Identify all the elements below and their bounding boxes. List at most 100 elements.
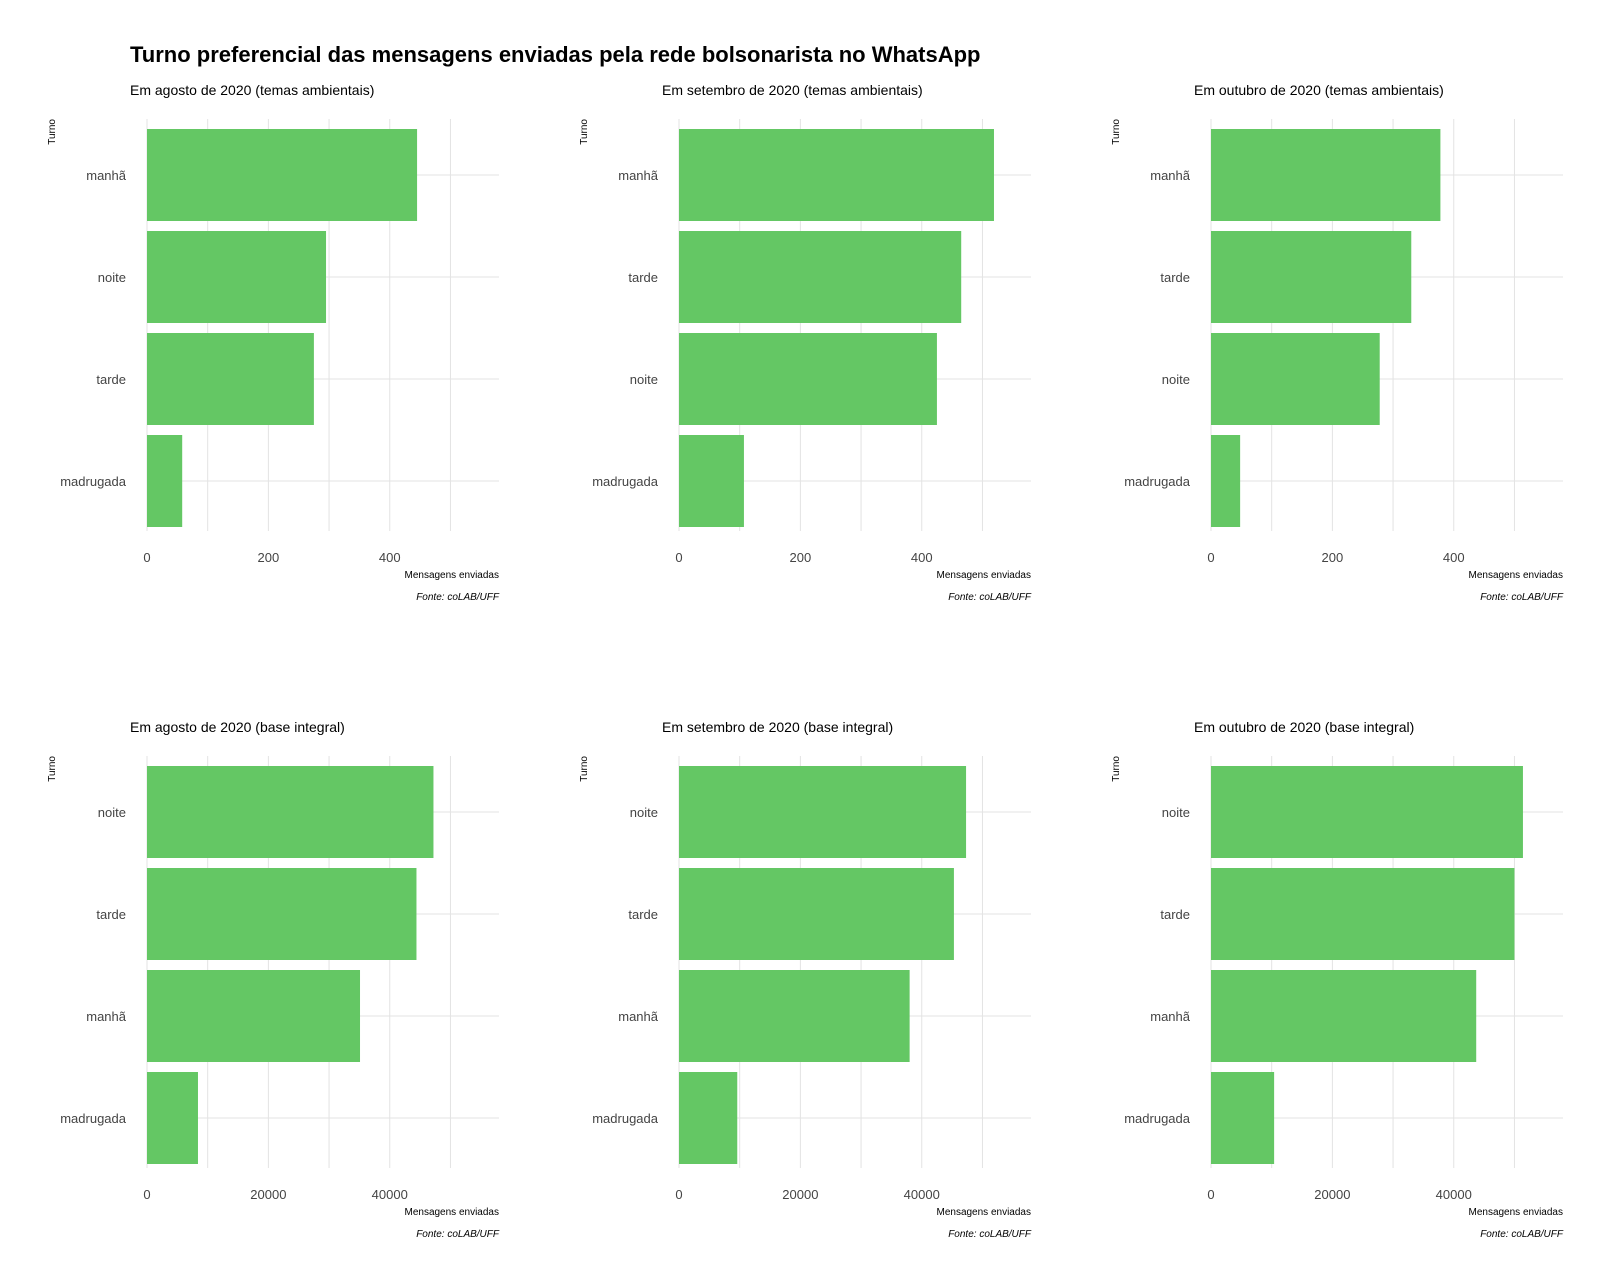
chart-panel-4: Em agosto de 2020 (base integral) noite ta…: [0, 712, 520, 1272]
y-tick-label: madrugada: [592, 1111, 659, 1126]
x-axis-title: Mensagens enviadas: [1468, 1207, 1563, 1218]
source-caption: Fonte: coLAB/UFF: [948, 1229, 1032, 1240]
y-tick-label: manhã: [618, 1009, 659, 1024]
y-tick-label: manhã: [86, 168, 127, 183]
x-tick-label: 20000: [250, 1187, 286, 1202]
bar: [1211, 435, 1241, 527]
chart-svg: Em agosto de 2020 (base integral) noite ta…: [47, 719, 500, 1240]
bar: [679, 868, 954, 960]
x-axis-title: Mensagens enviadas: [1468, 570, 1563, 581]
y-tick-label: noite: [98, 805, 126, 820]
y-axis-title: Turno: [47, 756, 58, 782]
bar: [147, 1072, 198, 1164]
bar: [679, 333, 937, 425]
bar: [147, 129, 418, 221]
y-axis-title: Turno: [1111, 119, 1122, 145]
bar: [679, 766, 967, 858]
y-tick-label: noite: [630, 805, 658, 820]
y-tick-label: tarde: [1160, 907, 1190, 922]
y-tick-label: manhã: [1150, 1009, 1191, 1024]
y-tick-label: madrugada: [60, 1111, 127, 1126]
y-tick-label: tarde: [96, 372, 126, 387]
bar: [679, 1072, 738, 1164]
bar: [1211, 333, 1380, 425]
y-axis-title: Turno: [47, 119, 58, 145]
y-tick-label: manhã: [618, 168, 659, 183]
bar: [679, 970, 910, 1062]
y-axis-title: Turno: [579, 756, 590, 782]
chart-panel-1: Em agosto de 2020 (temas ambientais) manh…: [0, 75, 520, 635]
y-tick-label: tarde: [1160, 270, 1190, 285]
chart-subtitle: Em outubro de 2020 (temas ambientais): [1194, 82, 1444, 98]
bar: [147, 766, 434, 858]
x-tick-label: 200: [258, 550, 280, 565]
chart-svg: Em agosto de 2020 (temas ambientais) manh…: [47, 82, 500, 603]
x-tick-label: 0: [143, 1187, 150, 1202]
chart-panel-5: Em setembro de 2020 (base integral) noite…: [532, 712, 1052, 1272]
x-tick-label: 20000: [782, 1187, 818, 1202]
x-axis-title: Mensagens enviadas: [936, 1207, 1031, 1218]
bar: [147, 868, 417, 960]
chart-panel-6: Em outubro de 2020 (base integral) noite t…: [1064, 712, 1584, 1272]
chart-subtitle: Em setembro de 2020 (base integral): [662, 719, 893, 735]
x-axis-title: Mensagens enviadas: [404, 570, 499, 581]
y-axis-title: Turno: [1111, 756, 1122, 782]
x-tick-label: 400: [1443, 550, 1465, 565]
bar: [1211, 1072, 1275, 1164]
chart-title: Turno preferencial das mensagens enviada…: [130, 42, 981, 67]
x-tick-label: 200: [1322, 550, 1344, 565]
bar: [1211, 766, 1523, 858]
bar: [1211, 970, 1477, 1062]
bar: [679, 435, 744, 527]
x-tick-label: 0: [675, 1187, 682, 1202]
x-tick-label: 200: [790, 550, 812, 565]
y-tick-label: noite: [98, 270, 126, 285]
chart-panel-3: Em outubro de 2020 (temas ambientais) man…: [1064, 75, 1584, 635]
chart-subtitle: Em agosto de 2020 (base integral): [130, 719, 345, 735]
chart-subtitle: Em agosto de 2020 (temas ambientais): [130, 82, 374, 98]
source-caption: Fonte: coLAB/UFF: [416, 1229, 500, 1240]
y-tick-label: tarde: [628, 270, 658, 285]
y-tick-label: tarde: [628, 907, 658, 922]
source-caption: Fonte: coLAB/UFF: [948, 592, 1032, 603]
y-tick-label: tarde: [96, 907, 126, 922]
bar: [679, 231, 962, 323]
chart-subtitle: Em outubro de 2020 (base integral): [1194, 719, 1414, 735]
x-tick-label: 20000: [1314, 1187, 1350, 1202]
y-tick-label: noite: [1162, 372, 1190, 387]
bar: [1211, 231, 1412, 323]
chart-svg: Em outubro de 2020 (temas ambientais) man…: [1111, 82, 1564, 603]
chart-subtitle: Em setembro de 2020 (temas ambientais): [662, 82, 923, 98]
x-tick-label: 0: [1207, 550, 1214, 565]
x-tick-label: 40000: [1436, 1187, 1472, 1202]
x-tick-label: 40000: [904, 1187, 940, 1202]
y-axis-title: Turno: [579, 119, 590, 145]
x-tick-label: 0: [143, 550, 150, 565]
y-tick-label: manhã: [1150, 168, 1191, 183]
y-tick-label: madrugada: [1124, 1111, 1191, 1126]
x-tick-label: 400: [911, 550, 933, 565]
bar: [1211, 129, 1441, 221]
x-tick-label: 400: [379, 550, 401, 565]
bar: [147, 231, 327, 323]
bar: [147, 333, 314, 425]
source-caption: Fonte: coLAB/UFF: [1480, 592, 1564, 603]
y-tick-label: madrugada: [60, 474, 127, 489]
chart-svg: Em outubro de 2020 (base integral) noite t…: [1111, 719, 1564, 1240]
x-tick-label: 40000: [372, 1187, 408, 1202]
y-tick-label: noite: [1162, 805, 1190, 820]
bar: [147, 435, 183, 527]
x-tick-label: 0: [675, 550, 682, 565]
source-caption: Fonte: coLAB/UFF: [416, 592, 500, 603]
chart-svg: Em setembro de 2020 (base integral) noite…: [579, 719, 1032, 1240]
x-axis-title: Mensagens enviadas: [404, 1207, 499, 1218]
y-tick-label: noite: [630, 372, 658, 387]
bar: [147, 970, 361, 1062]
x-tick-label: 0: [1207, 1187, 1214, 1202]
bar: [1211, 868, 1515, 960]
chart-panel-2: Em setembro de 2020 (temas ambientais) ma…: [532, 75, 1052, 635]
y-tick-label: madrugada: [592, 474, 659, 489]
x-axis-title: Mensagens enviadas: [936, 570, 1031, 581]
chart-svg: Em setembro de 2020 (temas ambientais) ma…: [579, 82, 1032, 603]
y-tick-label: madrugada: [1124, 474, 1191, 489]
